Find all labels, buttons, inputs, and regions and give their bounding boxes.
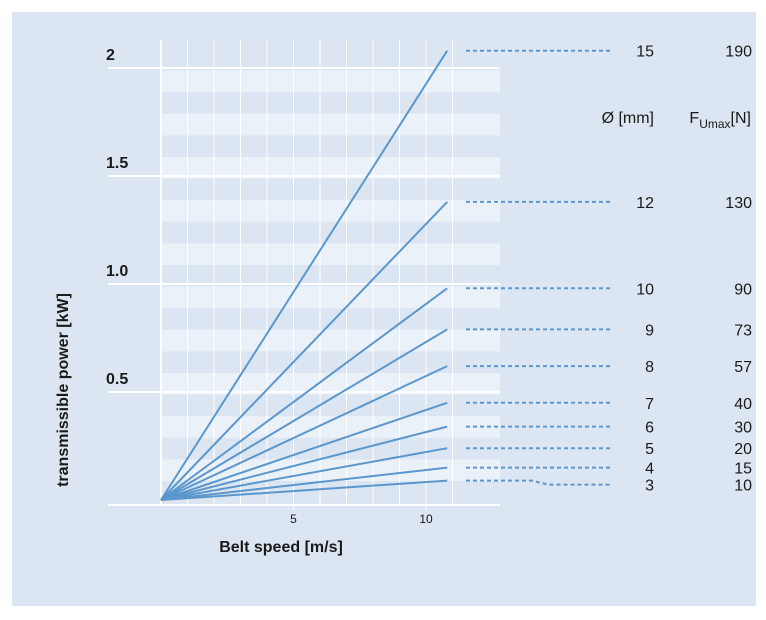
y-tick-label: 1.0	[106, 263, 128, 280]
force-label: 40	[734, 396, 752, 413]
header-force-main: F	[689, 110, 699, 127]
x-tick-labels: 5 10	[290, 505, 433, 526]
y-tick-label: 0.5	[106, 371, 128, 388]
plot-bands	[161, 70, 500, 481]
chart-background	[12, 12, 756, 606]
plot-band	[161, 286, 500, 309]
plot-band	[161, 329, 500, 352]
diameter-label: 5	[645, 441, 654, 458]
plot-band	[161, 200, 500, 222]
diameter-label: 3	[645, 478, 654, 495]
y-tick-labels: 0.5 1.0 1.5 2	[106, 47, 128, 388]
series-line-d6	[160, 425, 448, 501]
series-line-d12	[160, 201, 448, 501]
x-tick-label: 5	[290, 512, 297, 526]
y-tick-label: 1.5	[106, 155, 128, 172]
plot-band	[161, 416, 500, 438]
series-line-d9	[160, 328, 448, 501]
leader-line-d3	[466, 479, 610, 486]
force-label: 30	[734, 420, 752, 437]
diameter-label: 12	[636, 195, 654, 212]
header-force-sub: Umax	[699, 117, 730, 131]
y-tick-label: 2	[106, 47, 115, 64]
header-force-unit: [N]	[731, 110, 751, 127]
plot-band	[161, 157, 500, 179]
plot-band	[161, 70, 500, 93]
header-diameter: Ø [mm]	[602, 110, 654, 127]
diameter-label: 10	[636, 281, 654, 298]
diameter-label: 8	[645, 359, 654, 376]
series-line-d8	[160, 365, 448, 501]
leader-lines	[466, 49, 610, 486]
series-line-d15	[160, 50, 449, 501]
series-line-d7	[160, 401, 448, 501]
series-line-d3	[160, 479, 448, 501]
right-labels: 15 190 12 130 10 90 9 73 8 57 7 40 6 30 5 20 4 15 3 10	[636, 44, 752, 495]
diameter-label: 6	[645, 420, 654, 437]
force-label: 90	[734, 281, 752, 298]
x-tick-label: 10	[419, 512, 433, 526]
diameter-label: 7	[645, 396, 654, 413]
series-line-d4	[160, 466, 448, 501]
plot-band	[161, 243, 500, 265]
force-label: 20	[734, 441, 752, 458]
force-label: 73	[734, 322, 752, 339]
force-label: 15	[734, 461, 752, 478]
diameter-label: 9	[645, 322, 654, 339]
diameter-label: 4	[645, 461, 654, 478]
force-label: 190	[725, 44, 752, 61]
header-force: FUmax[N]	[689, 110, 751, 131]
series-line-d10	[160, 287, 448, 501]
force-label: 57	[734, 359, 752, 376]
force-label: 130	[725, 195, 752, 212]
series-line-d5	[160, 447, 448, 501]
plot-band	[161, 373, 500, 395]
series-lines	[160, 50, 449, 501]
force-label: 10	[734, 478, 752, 495]
x-axis-label: Belt speed [m/s]	[219, 539, 343, 556]
plot-band	[161, 113, 500, 136]
y-axis-label: transmissible power [kW]	[55, 293, 72, 487]
diameter-label: 15	[636, 44, 654, 61]
